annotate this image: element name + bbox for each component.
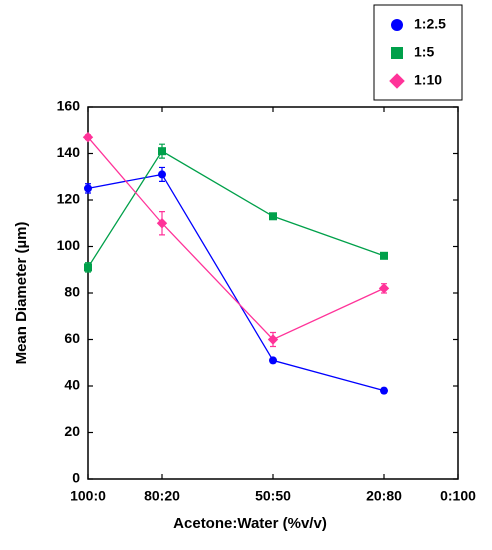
x-tick-label: 20:80 bbox=[366, 488, 402, 504]
legend-marker bbox=[391, 19, 403, 31]
x-axis-label: Acetone:Water (%v/v) bbox=[173, 515, 327, 532]
line bbox=[87, 136, 385, 341]
marker bbox=[378, 283, 390, 294]
marker bbox=[84, 263, 92, 272]
y-axis-label: Mean Diameter (µm) bbox=[13, 222, 30, 365]
legend-label: 1:2.5 bbox=[414, 16, 446, 32]
y-tick-label: 140 bbox=[57, 144, 81, 160]
plot-frame bbox=[87, 106, 459, 480]
y-tick-label: 60 bbox=[64, 330, 80, 346]
legend-box bbox=[373, 4, 463, 101]
legend-marker bbox=[391, 47, 403, 59]
y-tick-label: 80 bbox=[64, 284, 80, 300]
y-tick-label: 20 bbox=[64, 423, 80, 439]
x-tick-label: 0:100 bbox=[440, 488, 476, 504]
legend-label: 1:5 bbox=[414, 44, 434, 60]
marker bbox=[267, 334, 279, 345]
marker bbox=[269, 356, 277, 365]
marker bbox=[158, 170, 166, 179]
legend-label: 1:10 bbox=[414, 72, 442, 88]
y-tick-label: 100 bbox=[57, 237, 81, 253]
line bbox=[87, 173, 385, 392]
y-tick-label: 160 bbox=[57, 98, 81, 114]
y-tick-label: 0 bbox=[72, 470, 80, 486]
marker bbox=[269, 212, 277, 221]
marker bbox=[82, 132, 94, 143]
marker bbox=[156, 218, 168, 229]
line bbox=[87, 150, 385, 268]
y-tick-label: 120 bbox=[57, 191, 81, 207]
marker bbox=[84, 184, 92, 193]
legend-marker bbox=[389, 73, 405, 89]
y-tick-label: 40 bbox=[64, 377, 80, 393]
x-tick-label: 50:50 bbox=[255, 488, 291, 504]
x-tick-label: 100:0 bbox=[70, 488, 106, 504]
marker bbox=[380, 386, 388, 395]
marker bbox=[158, 147, 166, 156]
marker bbox=[380, 251, 388, 260]
x-tick-label: 80:20 bbox=[144, 488, 180, 504]
